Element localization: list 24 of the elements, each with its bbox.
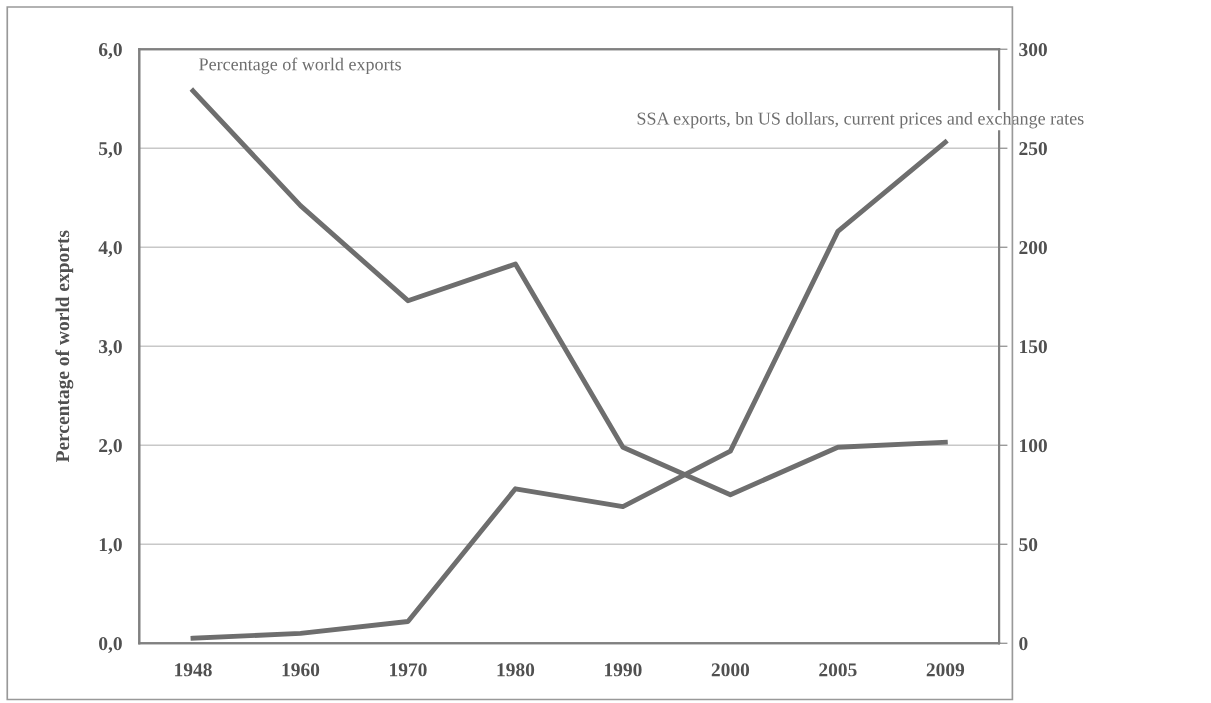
y-tick-label: 1,0 — [99, 538, 122, 554]
x-tick-label: 1980 — [497, 663, 535, 677]
y-axis-title: Percentage of world exports — [55, 230, 74, 463]
y2-tick-label: 100 — [1020, 439, 1047, 453]
x-tick-label: 2000 — [711, 663, 750, 677]
x-tick-label: 1970 — [390, 663, 427, 677]
y-tick-label: 2,0 — [99, 439, 122, 455]
y2-tick-label: 0 — [1019, 637, 1028, 651]
x-tick-label: 2005 — [819, 663, 857, 677]
y-tick-label: 5,0 — [99, 142, 122, 158]
y-tick-label: 6,0 — [98, 43, 122, 59]
x-tick-label: 1960 — [282, 663, 320, 677]
x-tick-label: 2009 — [926, 663, 965, 677]
x-tick-label: 1990 — [605, 663, 642, 677]
y2-tick-label: 50 — [1019, 538, 1038, 552]
y-tick-label: 4,0 — [98, 241, 122, 257]
x-tick-label: 1948 — [175, 663, 212, 677]
y-tick-label: 0,0 — [99, 637, 122, 653]
y-tick-label: 3,0 — [99, 340, 122, 356]
y2-tick-label: 300 — [1019, 43, 1047, 57]
series-label: Percentage of world exports — [199, 57, 401, 75]
y2-tick-label: 200 — [1019, 241, 1047, 255]
y2-tick-label: 150 — [1020, 340, 1047, 354]
y2-tick-label: 250 — [1019, 142, 1047, 156]
